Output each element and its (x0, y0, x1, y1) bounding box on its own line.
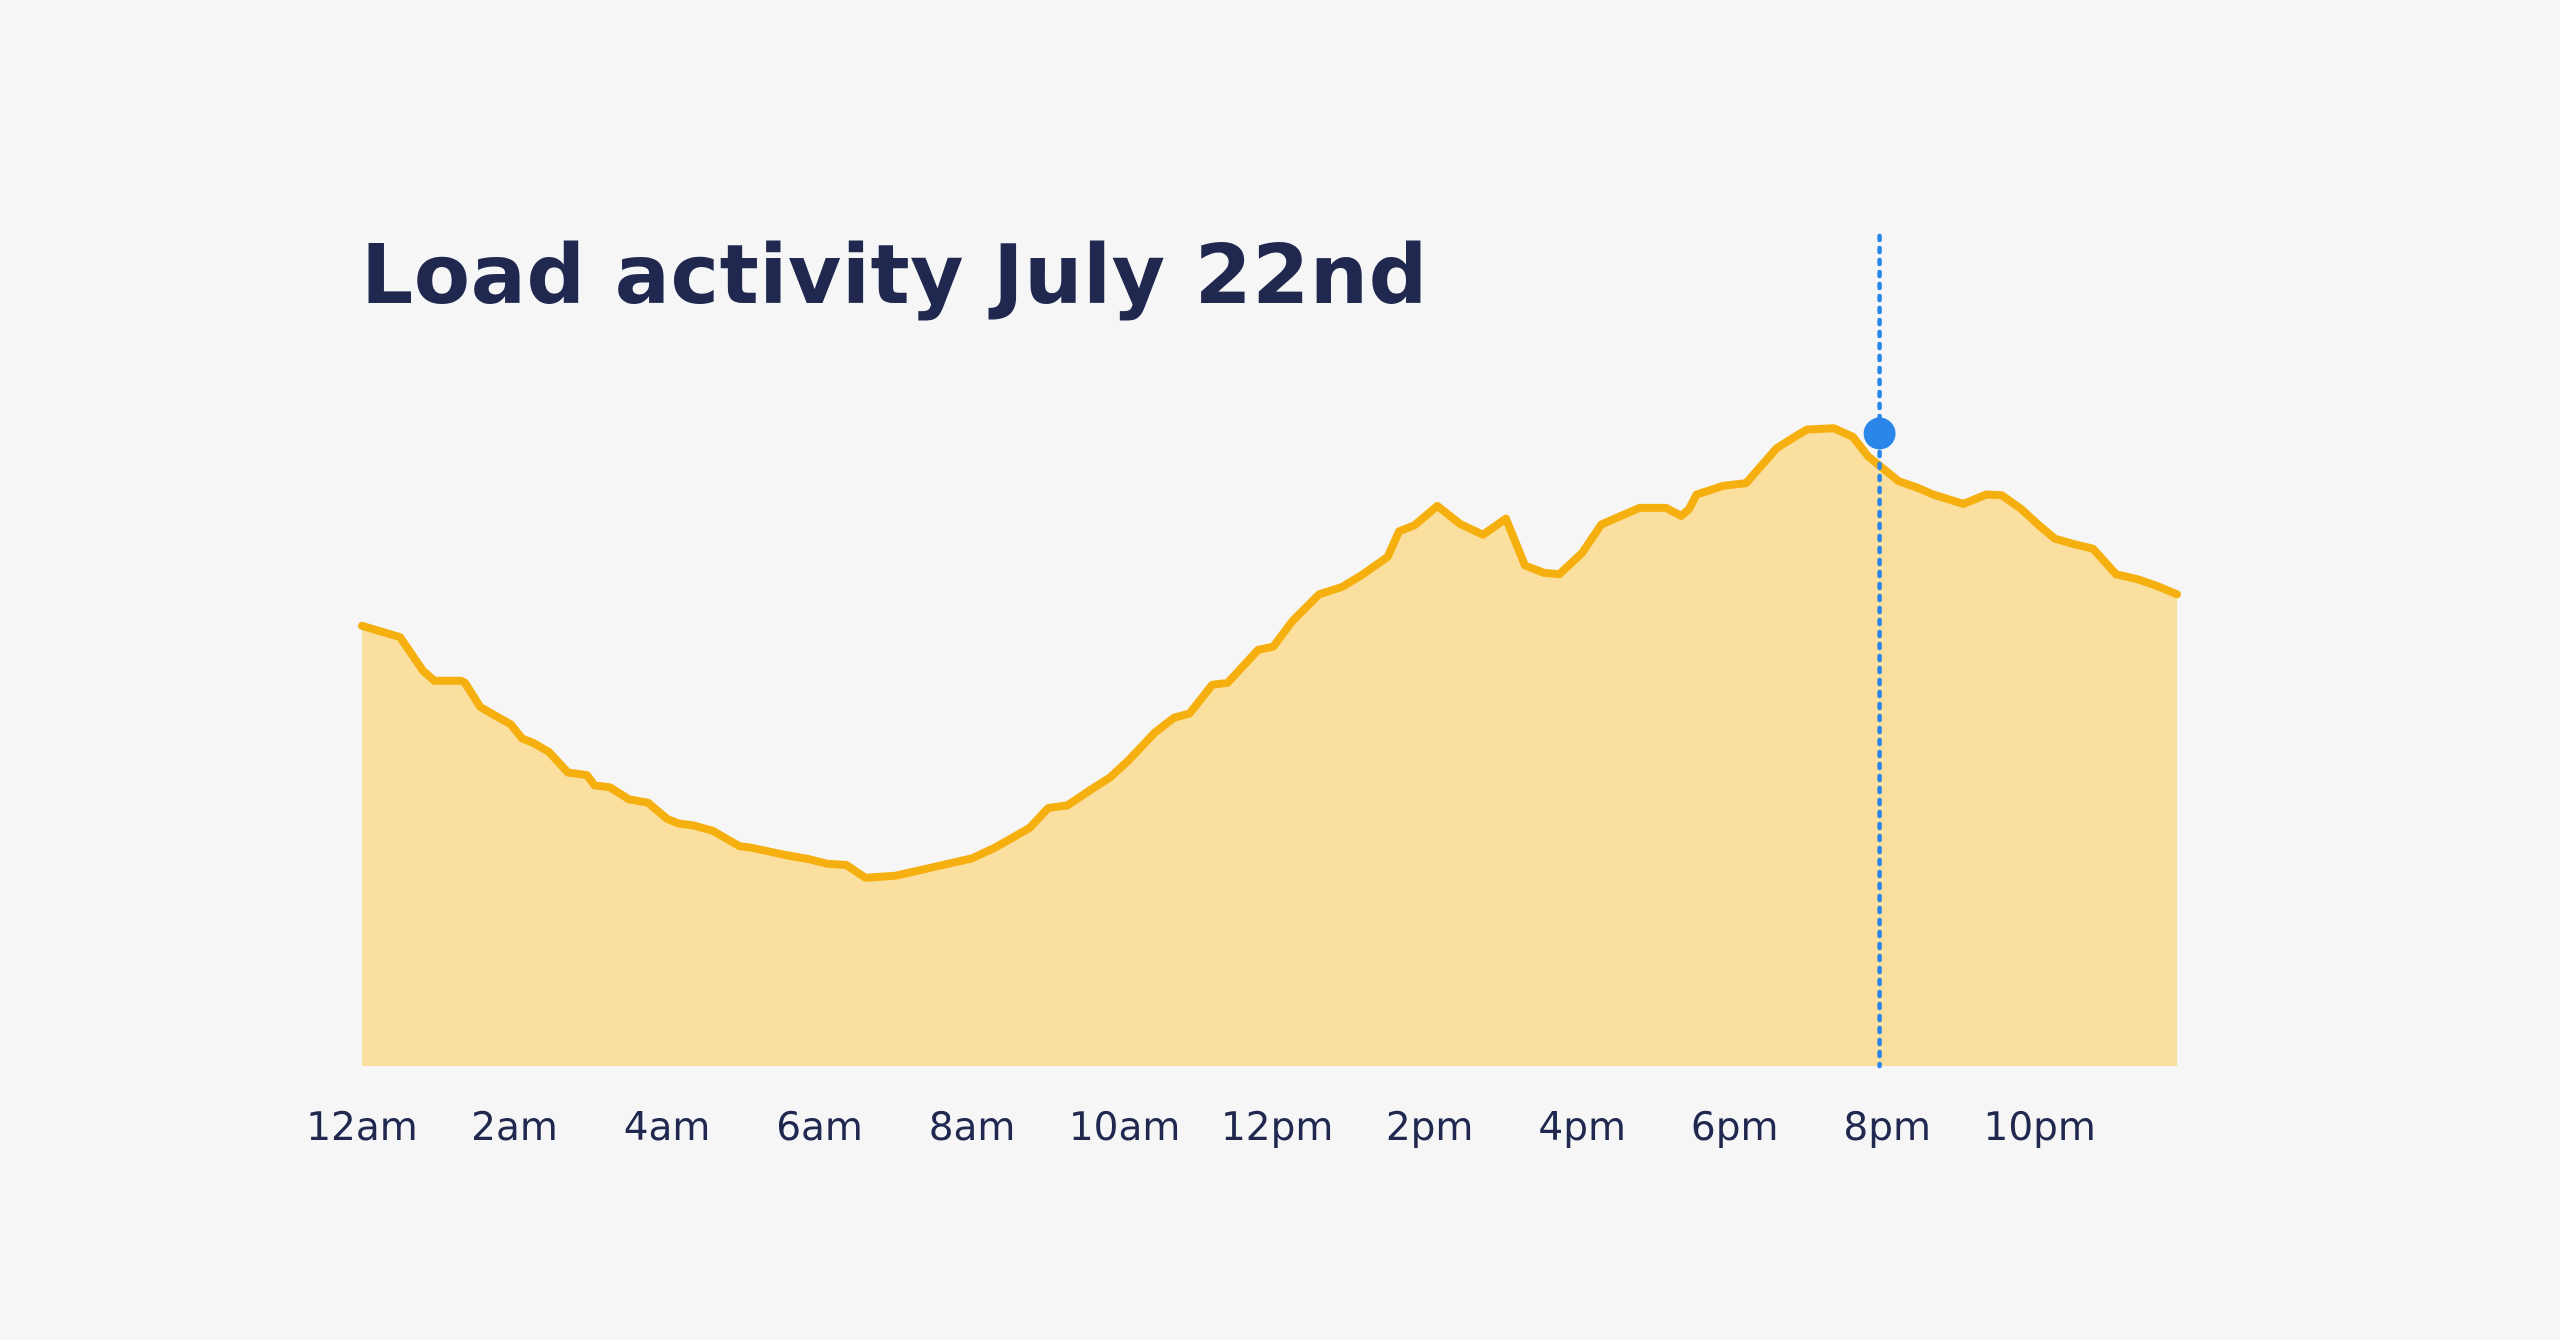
x-axis: 12am 2am 4am 6am 8am 10am 12pm 2pm 4pm 6pm 8pm 10pm (306, 1105, 2096, 1150)
x-tick-label: 4pm (1538, 1105, 1626, 1150)
x-tick-label: 12am (306, 1105, 418, 1150)
area-fill (362, 428, 2177, 1066)
x-tick-label: 4am (624, 1105, 711, 1150)
x-tick-label: 6am (776, 1105, 863, 1150)
x-tick-label: 2pm (1386, 1105, 1474, 1150)
x-tick-label: 8pm (1843, 1105, 1931, 1150)
x-tick-label: 10pm (1984, 1105, 2096, 1150)
series-line (358, 424, 2181, 882)
x-tick-label: 10am (1069, 1105, 1181, 1150)
plot-area (358, 233, 2181, 1069)
chart-title: Load activity July 22nd (361, 228, 1428, 323)
x-tick-label: 2am (471, 1105, 558, 1150)
x-tick-label: 12pm (1221, 1105, 1333, 1150)
x-tick-label: 8am (929, 1105, 1016, 1150)
x-tick-label: 6pm (1691, 1105, 1779, 1150)
highlight-point[interactable] (1863, 417, 1896, 450)
